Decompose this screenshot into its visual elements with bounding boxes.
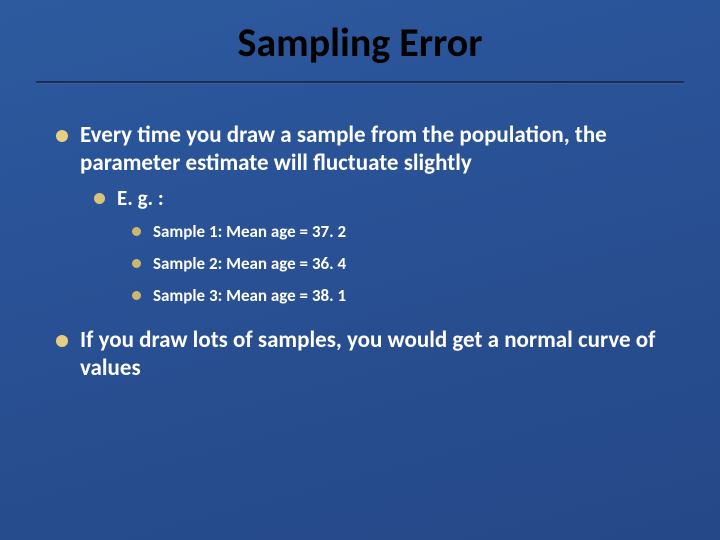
bullet-icon [132,291,141,300]
bullet-l3-2: Sample 2: Mean age = 36. 4 [132,252,664,276]
bullet-text: E. g. : [117,185,664,212]
bullet-icon [94,193,105,204]
bullet-l3-1: Sample 1: Mean age = 37. 2 [132,220,664,244]
bullet-icon [132,259,141,268]
bullet-text: Sample 2: Mean age = 36. 4 [153,252,664,276]
slide-title: Sampling Error [0,18,720,67]
bullet-l2-1: E. g. : [94,185,664,212]
bullet-text: If you draw lots of samples, you would g… [80,326,664,382]
bullet-text: Sample 3: Mean age = 38. 1 [153,284,664,308]
title-wrap: Sampling Error [0,0,720,67]
slide: Sampling Error Every time you draw a sam… [0,0,720,540]
bullet-text: Sample 1: Mean age = 37. 2 [153,220,664,244]
bullet-l1-2: If you draw lots of samples, you would g… [56,326,664,382]
bullet-icon [132,227,141,236]
bullet-icon [56,335,68,347]
bullet-l3-3: Sample 3: Mean age = 38. 1 [132,284,664,308]
bullet-text: Every time you draw a sample from the po… [80,121,664,177]
bullet-icon [56,130,68,142]
content-area: Every time you draw a sample from the po… [0,83,720,382]
bullet-l1-1: Every time you draw a sample from the po… [56,121,664,177]
